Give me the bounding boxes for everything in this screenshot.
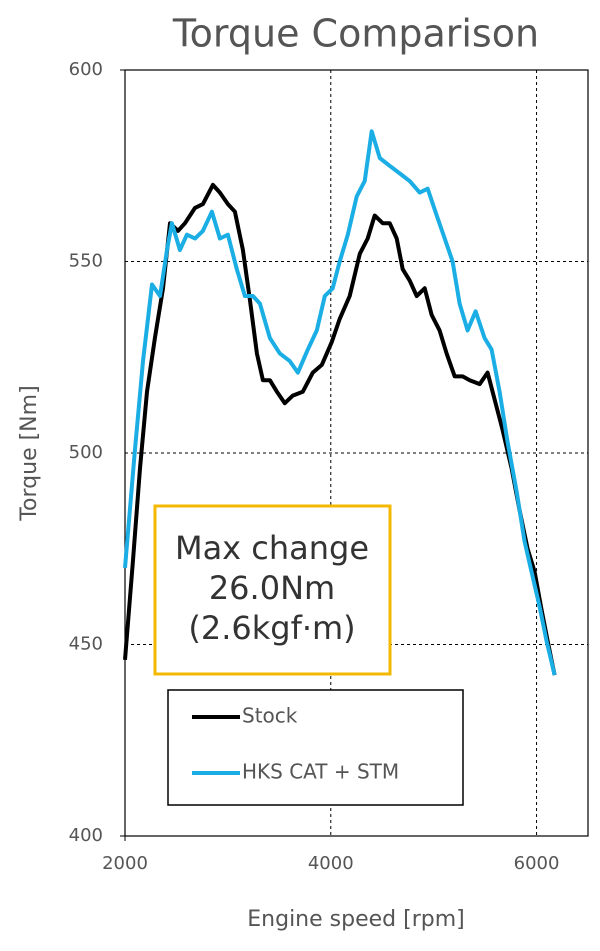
y-tick-label: 450 (69, 634, 103, 655)
plot-frame (124, 69, 589, 837)
series-line (123, 129, 557, 676)
y-tick-label: 550 (69, 251, 103, 272)
y-tick-label: 600 (69, 59, 103, 80)
annotation-text: Max change (175, 529, 369, 567)
legend-label: HKS CAT + STM (242, 760, 399, 784)
series-line (123, 182, 557, 676)
legend-box (167, 689, 464, 806)
y-axis-title: Torque [Nm] (17, 385, 42, 521)
x-axis-title: Engine speed [rpm] (247, 907, 464, 932)
chart-title: Torque Comparison (172, 12, 539, 56)
x-tick-label: 2000 (102, 853, 148, 874)
annotation-box (153, 504, 392, 676)
y-tick-label: 400 (69, 825, 103, 846)
annotation-text: 26.0Nm (209, 569, 335, 607)
y-tick-label: 500 (69, 442, 103, 463)
x-tick-label: 6000 (514, 853, 560, 874)
legend-label: Stock (242, 704, 298, 728)
x-tick-label: 4000 (308, 853, 354, 874)
annotation-text: (2.6kgf·m) (188, 609, 355, 647)
